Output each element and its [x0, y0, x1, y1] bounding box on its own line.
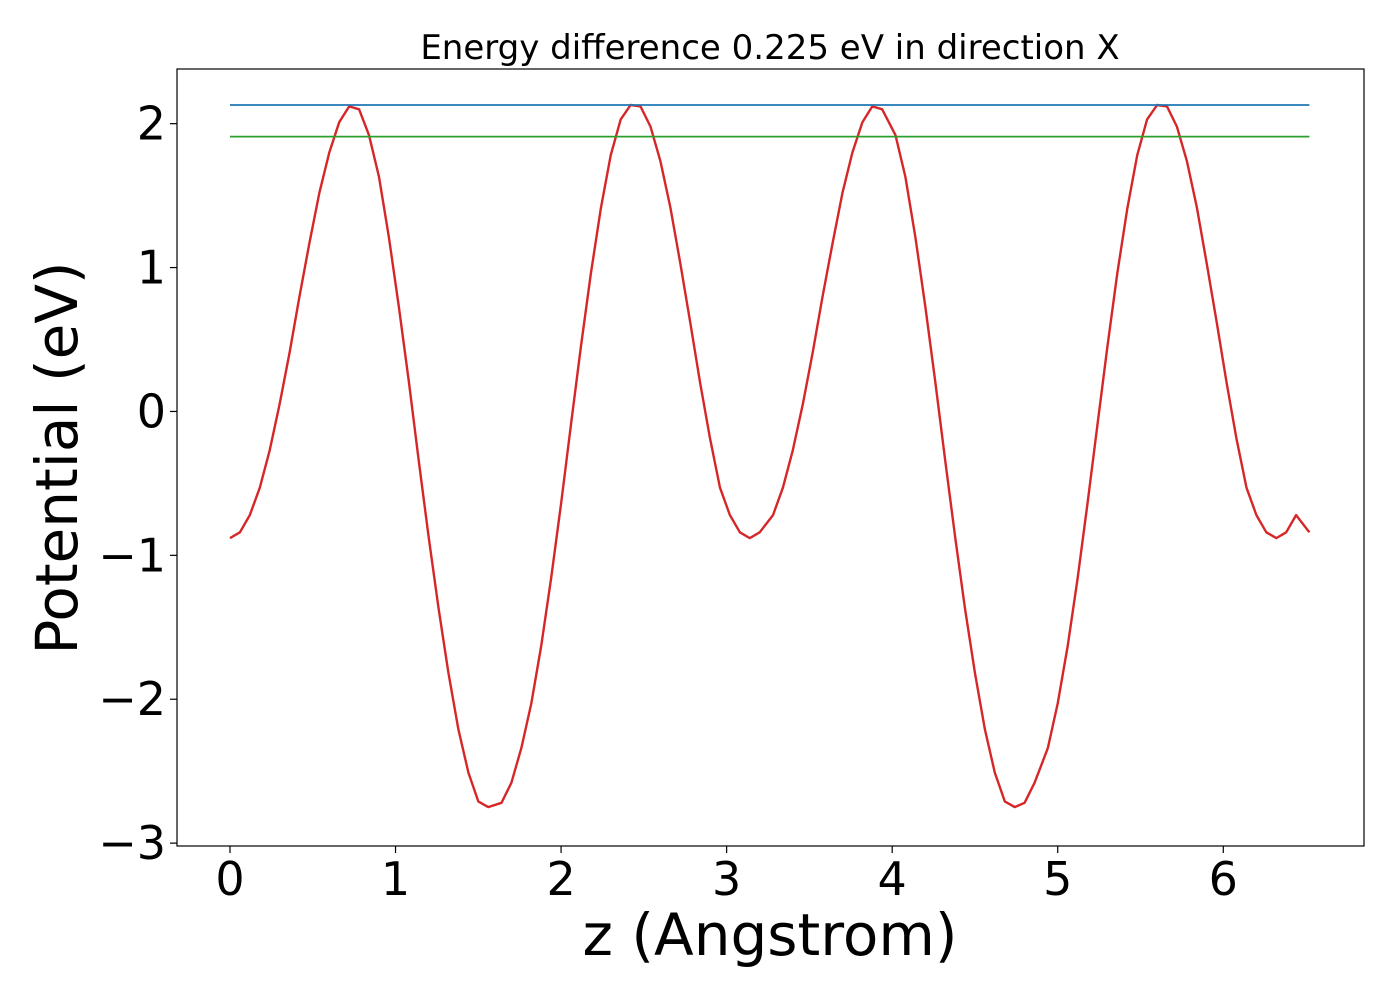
x-tick-label: 0	[215, 852, 244, 906]
y-tick-label: 2	[137, 97, 166, 151]
y-axis-ticks: −3 −2 −1 0 1 2	[98, 97, 177, 870]
x-tick-label: 3	[712, 852, 741, 906]
x-tick-label: 4	[878, 852, 907, 906]
y-tick-label: −2	[98, 672, 166, 726]
x-tick-label: 1	[381, 852, 410, 906]
x-tick-label: 6	[1209, 852, 1238, 906]
y-tick-label: 1	[137, 241, 166, 295]
series-group	[229, 103, 1311, 809]
x-tick-label: 5	[1043, 852, 1072, 906]
y-tick-label: −3	[98, 816, 166, 870]
x-axis-label: z (Angstrom)	[583, 901, 958, 969]
x-axis-ticks: 0 1 2 3 4 5 6	[215, 846, 1238, 906]
y-axis-label: Potential (eV)	[23, 261, 91, 654]
chart-title: Energy difference 0.225 eV in direction …	[420, 28, 1119, 68]
plot-area-frame	[176, 68, 1365, 847]
x-tick-label: 2	[546, 852, 575, 906]
y-tick-label: 0	[137, 384, 166, 438]
series-line-1	[229, 103, 1311, 809]
y-tick-label: −1	[98, 528, 166, 582]
